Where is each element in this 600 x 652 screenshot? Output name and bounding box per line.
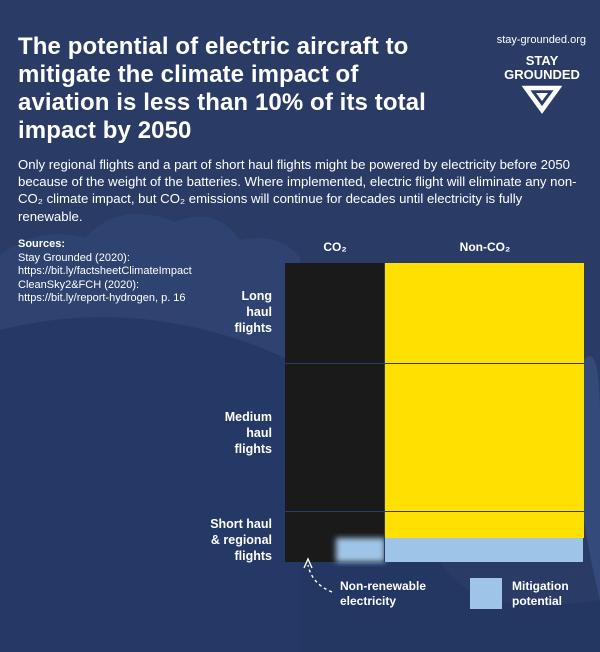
row-label-long-haul: Long haul flights <box>190 288 273 336</box>
site-url[interactable]: stay-grounded.org <box>496 34 586 46</box>
row-label-line: flights <box>234 442 273 456</box>
column-label-co2: CO₂ <box>323 240 347 254</box>
sources: Sources: Stay Grounded (2020): https://b… <box>18 238 228 306</box>
row-label-line: flights <box>234 321 273 335</box>
row-label-line: & regional <box>210 533 272 547</box>
stay-grounded-logo: STAY GROUNDED <box>502 54 582 116</box>
row-label-line: flights <box>234 549 273 563</box>
logo-line-1: STAY <box>525 53 559 68</box>
row-label-line: haul <box>246 426 272 440</box>
mitigation-area-co2-gradient <box>336 538 385 562</box>
row-label-line: Short haul <box>210 517 272 531</box>
non-renewable-arrow <box>307 564 333 593</box>
legend-mitigation-potential: Mitigation potential <box>512 579 592 609</box>
cell-medium-co2 <box>285 364 384 511</box>
cell-short-non-co2 <box>385 512 584 538</box>
column-label-non-co2: Non-CO₂ <box>459 240 511 254</box>
legend-line: electricity <box>340 594 397 608</box>
cell-long-co2 <box>285 263 384 363</box>
cell-long-non-co2 <box>385 263 584 363</box>
source-line: Stay Grounded (2020): <box>18 251 130 264</box>
row-label-medium-haul: Medium haul flights <box>190 409 272 457</box>
mitigation-area-non-co2 <box>385 538 583 562</box>
row-label-short-haul: Short haul & regional flights <box>190 516 272 564</box>
arrow-head-icon <box>303 557 313 569</box>
source-link[interactable]: https://bit.ly/report-hydrogen, p. 16 <box>18 292 186 304</box>
legend-line: potential <box>512 594 562 608</box>
description: Only regional flights and a part of shor… <box>18 157 577 224</box>
row-label-line: haul <box>246 305 272 319</box>
legend-non-renewable-electricity: Non-renewable electricity <box>340 579 450 609</box>
background-right-shape <box>584 356 600 600</box>
sources-heading: Sources: <box>18 238 66 250</box>
down-arrow-icon <box>522 85 562 114</box>
legend-mitigation-swatch <box>470 578 502 609</box>
legend-line: Mitigation <box>512 579 569 593</box>
source-link[interactable]: https://bit.ly/factsheetClimateImpact <box>18 265 192 277</box>
row-label-line: Long <box>241 289 272 303</box>
page-title: The potential of electric aircraft to mi… <box>18 33 426 144</box>
row-label-line: Medium <box>224 410 272 424</box>
source-line: CleanSky2&FCH (2020): <box>18 278 140 291</box>
cell-medium-non-co2 <box>385 364 584 511</box>
legend-line: Non-renewable <box>340 579 427 593</box>
logo-text: STAY GROUNDED <box>502 54 582 82</box>
logo-line-2: GROUNDED <box>504 67 580 82</box>
